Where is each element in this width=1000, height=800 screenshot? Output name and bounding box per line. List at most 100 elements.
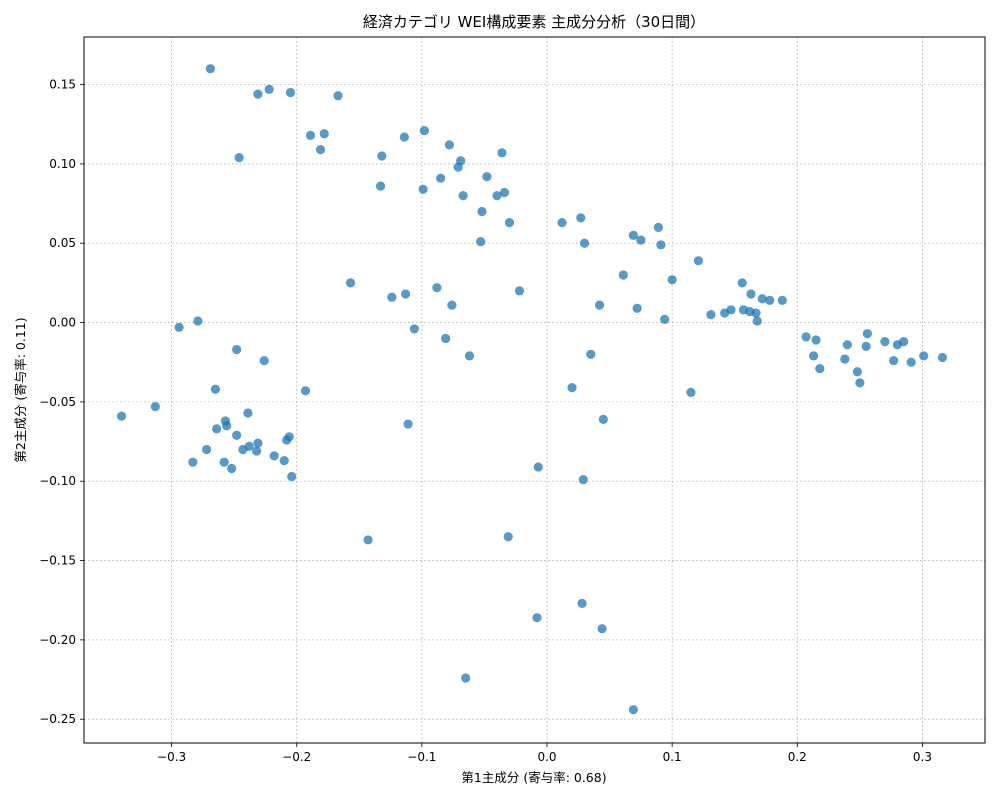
data-point bbox=[653, 222, 663, 232]
data-point bbox=[628, 230, 638, 240]
y-tick-label: −0.10 bbox=[39, 474, 76, 488]
data-point bbox=[840, 354, 850, 364]
data-point bbox=[476, 237, 486, 247]
y-tick-label: −0.20 bbox=[39, 633, 76, 647]
scatter-points bbox=[116, 64, 948, 715]
data-point bbox=[889, 356, 899, 366]
data-point bbox=[497, 148, 507, 158]
data-point bbox=[345, 278, 356, 288]
data-point bbox=[532, 613, 542, 623]
data-point bbox=[436, 173, 446, 183]
data-point bbox=[363, 535, 373, 545]
data-point bbox=[219, 457, 229, 467]
x-tick-label: 0.1 bbox=[663, 750, 682, 764]
data-point bbox=[628, 705, 638, 715]
data-point bbox=[632, 303, 642, 313]
data-point bbox=[594, 300, 605, 310]
data-point bbox=[597, 624, 607, 634]
data-point bbox=[855, 378, 865, 388]
data-point bbox=[503, 532, 513, 542]
data-point bbox=[482, 172, 492, 182]
data-point bbox=[150, 402, 160, 412]
data-point bbox=[319, 129, 329, 139]
data-point bbox=[287, 471, 297, 482]
data-point bbox=[618, 270, 628, 280]
data-point bbox=[746, 289, 756, 299]
data-point bbox=[579, 238, 590, 248]
data-point bbox=[557, 218, 567, 228]
data-point bbox=[777, 295, 787, 305]
data-point bbox=[862, 329, 872, 339]
data-point bbox=[447, 300, 457, 310]
y-tick-label: 0.15 bbox=[49, 78, 76, 92]
y-tick-label: −0.15 bbox=[39, 554, 76, 568]
data-point bbox=[300, 386, 311, 396]
data-point bbox=[477, 206, 487, 217]
data-point bbox=[852, 367, 862, 377]
data-point bbox=[499, 187, 510, 198]
data-point bbox=[418, 184, 428, 194]
data-point bbox=[686, 387, 696, 397]
data-point bbox=[116, 411, 127, 421]
y-tick-label: 0.00 bbox=[49, 316, 76, 330]
y-tick-label: −0.25 bbox=[39, 712, 76, 726]
x-tick-label: 0.0 bbox=[537, 750, 556, 764]
data-point bbox=[401, 289, 411, 299]
data-point bbox=[305, 130, 316, 140]
data-point bbox=[636, 235, 646, 245]
x-axis-label: 第1主成分 (寄与率: 0.68) bbox=[461, 770, 606, 785]
data-point bbox=[880, 337, 890, 347]
data-point bbox=[811, 335, 821, 345]
data-point bbox=[227, 463, 237, 474]
data-point bbox=[660, 314, 670, 324]
data-point bbox=[737, 278, 747, 288]
x-tick-label: −0.1 bbox=[407, 750, 436, 764]
data-point bbox=[279, 456, 289, 466]
data-point bbox=[533, 462, 543, 472]
data-point bbox=[232, 430, 242, 440]
data-point bbox=[464, 351, 475, 361]
data-point bbox=[765, 295, 775, 305]
data-point bbox=[282, 435, 292, 445]
data-point bbox=[419, 126, 429, 136]
data-point bbox=[453, 162, 463, 172]
data-point bbox=[656, 240, 666, 250]
y-axis-label: 第2主成分 (寄与率: 0.11) bbox=[13, 317, 28, 462]
data-point bbox=[234, 152, 244, 163]
data-point bbox=[212, 424, 222, 434]
data-point bbox=[432, 283, 442, 293]
data-point bbox=[567, 383, 577, 393]
data-point bbox=[667, 275, 677, 285]
data-point bbox=[174, 322, 184, 332]
x-tick-label: −0.3 bbox=[157, 750, 186, 764]
data-point bbox=[504, 218, 515, 228]
data-point bbox=[264, 84, 274, 94]
data-point bbox=[937, 352, 948, 363]
data-point bbox=[243, 408, 253, 418]
data-point bbox=[205, 64, 215, 74]
data-point bbox=[706, 310, 716, 320]
data-point bbox=[514, 286, 525, 296]
data-point bbox=[210, 384, 220, 394]
y-tick-label: 0.10 bbox=[49, 157, 76, 171]
data-point bbox=[252, 446, 262, 456]
data-point bbox=[576, 213, 586, 223]
data-point bbox=[441, 333, 451, 344]
data-point bbox=[409, 324, 419, 334]
data-point bbox=[238, 444, 248, 455]
data-point bbox=[253, 89, 263, 99]
data-point bbox=[586, 349, 596, 359]
data-point bbox=[377, 151, 387, 161]
data-point bbox=[906, 357, 916, 367]
data-point bbox=[842, 340, 852, 350]
y-tick-label: −0.05 bbox=[39, 395, 76, 409]
data-point bbox=[253, 438, 263, 448]
data-point bbox=[693, 256, 704, 266]
data-point bbox=[193, 316, 203, 326]
data-point bbox=[757, 294, 767, 304]
x-tick-label: 0.2 bbox=[788, 750, 807, 764]
data-point bbox=[202, 444, 212, 455]
